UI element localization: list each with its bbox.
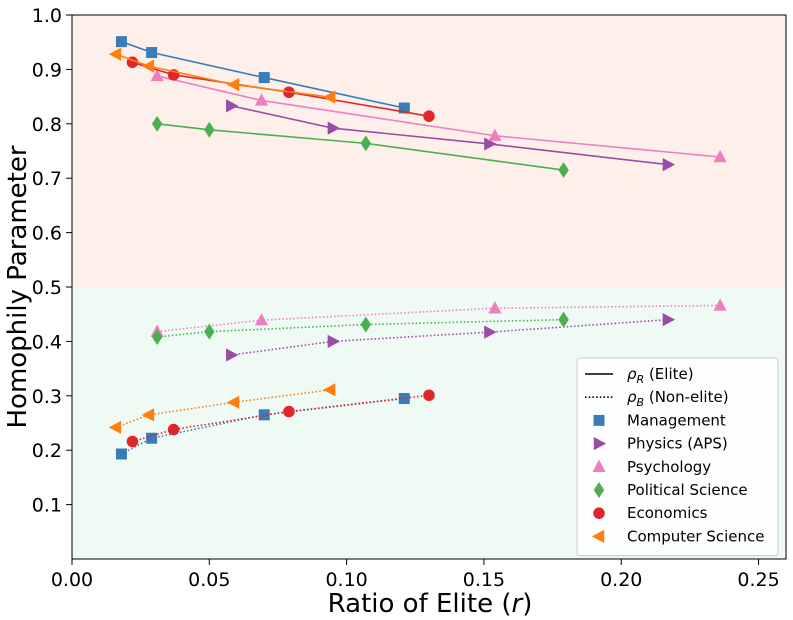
x-axis-label: Ratio of Elite (r) xyxy=(328,589,533,619)
management-nonelite-point xyxy=(115,448,127,460)
psychology-nonelite-point xyxy=(254,313,269,326)
physics-aps-elite-point xyxy=(662,158,676,172)
physics-aps-elite-point xyxy=(226,99,239,113)
political-science-nonelite-point xyxy=(360,316,372,333)
plot-series xyxy=(108,36,727,460)
background-region-elite xyxy=(72,15,786,287)
legend-marker-psychology xyxy=(592,459,606,473)
y-tick-label: 0.5 xyxy=(32,277,62,299)
y-tick-label: 0.1 xyxy=(32,495,62,517)
y-tick-label: 0.6 xyxy=(32,223,62,245)
y-tick-label: 0.7 xyxy=(32,168,62,190)
legend-label-physics-aps: Physics (APS) xyxy=(627,435,728,453)
political-science-nonelite-line xyxy=(157,318,564,338)
legend-label-computer-science: Computer Science xyxy=(627,527,764,545)
computer-science-nonelite-point xyxy=(141,408,155,422)
management-elite-point xyxy=(146,47,158,59)
legend: ρR (Elite)ρB (Non-elite) Management Physic… xyxy=(576,357,779,557)
computer-science-elite-point xyxy=(226,78,240,92)
physics-aps-nonelite-point xyxy=(327,334,341,348)
physics-aps-nonelite-point xyxy=(484,325,497,339)
x-tick-label: 0.15 xyxy=(463,569,505,591)
physics-aps-elite-point xyxy=(327,121,341,135)
y-tick-label: 0.8 xyxy=(32,114,62,136)
political-science-nonelite-point xyxy=(151,329,163,346)
y-tick-label: 0.4 xyxy=(32,331,62,353)
computer-science-nonelite-point xyxy=(322,383,336,397)
x-tick-label: 0.00 xyxy=(51,569,93,591)
y-axis-label: Homophily Parameter xyxy=(3,145,33,428)
x-axis-label-end: ) xyxy=(522,589,532,619)
management-nonelite-point xyxy=(146,432,158,444)
political-science-elite-point xyxy=(151,115,163,132)
computer-science-elite-point xyxy=(108,47,122,61)
legend-marker-computer-science xyxy=(591,529,605,543)
physics-aps-elite-line xyxy=(231,105,669,166)
political-science-elite-line xyxy=(157,123,564,171)
legend-label-economics: Economics xyxy=(627,504,708,522)
physics-aps-nonelite-point xyxy=(662,313,676,327)
computer-science-elite-line xyxy=(115,53,331,98)
political-science-elite-point xyxy=(204,121,215,138)
legend-label-political-science: Political Science xyxy=(627,481,748,499)
axes: 0.00 0.05 0.10 0.15 0.20 0.25 0.1 0.2 0.3 0.4 0.5 0… xyxy=(32,5,787,591)
x-axis-label-main: Ratio of Elite ( xyxy=(328,589,512,619)
physics-aps-nonelite-line xyxy=(231,318,668,356)
political-science-nonelite-point xyxy=(204,323,215,340)
legend-label-non-elite: ρB (Non-elite) xyxy=(627,388,729,409)
economics-nonelite-point xyxy=(423,389,435,402)
physics-aps-nonelite-point xyxy=(226,348,239,362)
psychology-elite-point xyxy=(488,128,502,141)
political-science-elite-point xyxy=(558,162,569,179)
legend-marker-economics xyxy=(593,507,605,519)
y-tick-label: 0.9 xyxy=(32,59,62,81)
x-tick-label: 0.05 xyxy=(188,569,230,591)
management-elite-point xyxy=(398,102,410,114)
management-nonelite-line xyxy=(121,397,405,455)
psychology-elite-point xyxy=(713,149,727,163)
y-tick-label: 1.0 xyxy=(32,5,62,27)
management-elite-point xyxy=(258,72,270,84)
economics-nonelite-point xyxy=(126,435,139,448)
psychology-elite-point xyxy=(150,68,164,82)
psychology-elite-line xyxy=(156,75,721,158)
psychology-elite-point xyxy=(254,93,269,106)
computer-science-nonelite-point xyxy=(226,395,240,409)
legend-box xyxy=(576,357,779,557)
political-science-elite-point xyxy=(360,135,372,152)
legend-marker-political-science xyxy=(593,482,605,498)
psychology-nonelite-point xyxy=(488,301,502,314)
y-tick-label: 0.3 xyxy=(32,386,62,408)
legend-label-management: Management xyxy=(627,411,726,429)
political-science-nonelite-point xyxy=(558,311,569,328)
economics-elite-point xyxy=(423,110,435,122)
management-elite-point xyxy=(115,36,127,48)
psychology-nonelite-point xyxy=(713,298,727,311)
economics-nonelite-point xyxy=(283,405,295,418)
x-axis-label-var: r xyxy=(511,589,524,619)
x-tick-label: 0.10 xyxy=(325,569,367,591)
legend-label-elite: ρR (Elite) xyxy=(627,365,694,386)
computer-science-nonelite-point xyxy=(108,420,122,434)
management-nonelite-point xyxy=(398,393,410,405)
economics-nonelite-point xyxy=(167,423,180,436)
physics-aps-elite-point xyxy=(484,137,497,151)
computer-science-elite-point xyxy=(141,59,155,73)
legend-marker-physics-aps xyxy=(593,437,607,451)
x-tick-label: 0.20 xyxy=(600,569,642,591)
legend-label-psychology: Psychology xyxy=(627,458,711,476)
economics-nonelite-line xyxy=(132,394,430,443)
computer-science-elite-point xyxy=(322,90,336,104)
legend-marker-management xyxy=(593,414,605,426)
computer-science-nonelite-line xyxy=(115,389,331,429)
y-tick-label: 0.2 xyxy=(32,440,62,462)
x-tick-label: 0.25 xyxy=(737,569,779,591)
